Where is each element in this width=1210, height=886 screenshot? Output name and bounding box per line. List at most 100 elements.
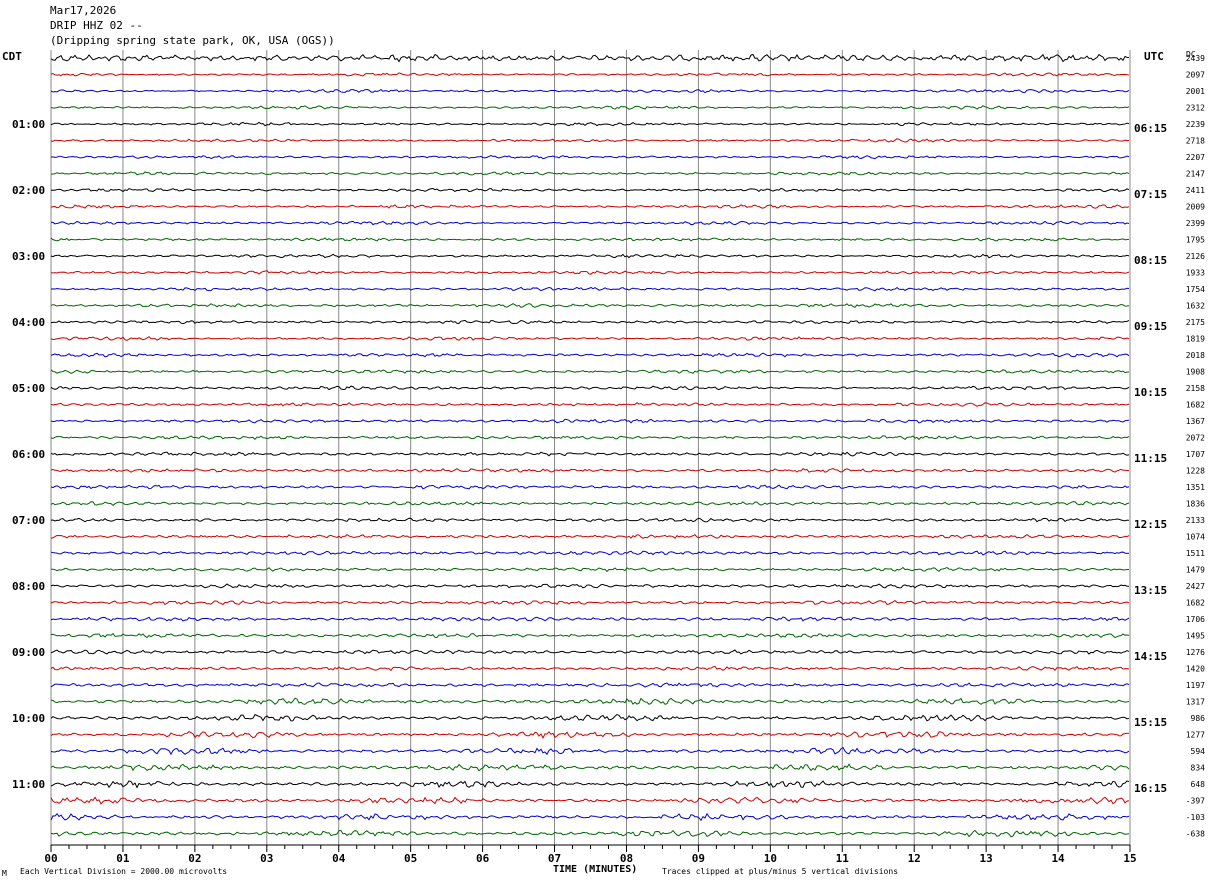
- dc-offset-label: 1197: [1186, 681, 1205, 690]
- dc-offset-label: 2411: [1186, 186, 1205, 195]
- trace-row: [50, 796, 1130, 805]
- dc-offset-label: 2126: [1186, 252, 1205, 261]
- footer-mark: M: [2, 869, 7, 878]
- x-tick-label: 08: [620, 852, 633, 865]
- cdt-hour-labels: 01:00 02:00 03:00 04:00 05:00 06:00 07:00 08:00…: [12, 118, 45, 791]
- x-tick-label: 01: [116, 852, 130, 865]
- dc-offset-label: 2312: [1186, 104, 1205, 113]
- dc-offset-label: 1632: [1186, 302, 1205, 311]
- trace-row: [50, 138, 1130, 143]
- dc-offset-label: 2718: [1186, 137, 1205, 146]
- dc-offset-label: 2158: [1186, 384, 1205, 393]
- dc-offset-label: 1495: [1186, 632, 1205, 641]
- trace-row: [50, 418, 1130, 424]
- clip-note: Traces clipped at plus/minus 5 vertical …: [662, 867, 899, 876]
- trace-row: [50, 599, 1130, 606]
- x-tick-label: 04: [332, 852, 346, 865]
- dc-offset-label: 1682: [1186, 599, 1205, 608]
- dc-offset-label: 1933: [1186, 269, 1205, 278]
- trace-row: [50, 467, 1130, 473]
- minute-gridlines: [50, 50, 1131, 845]
- dc-offset-labels: 2439 2097 2001 2312 2239 2718 2207 2147 2411 2009…: [1186, 54, 1205, 839]
- record-date: Mar17,2026: [50, 4, 117, 17]
- cdt-hour-label: 04:00: [12, 316, 45, 329]
- dc-offset-label: 1707: [1186, 450, 1205, 459]
- station-code: DRIP HHZ 02 --: [50, 19, 143, 32]
- dc-offset-label: 1682: [1186, 401, 1205, 410]
- trace-row: [50, 566, 1129, 573]
- x-tick-label: 07: [548, 852, 561, 865]
- trace-row: [50, 319, 1130, 325]
- trace-row: [50, 352, 1130, 358]
- cdt-hour-label: 01:00: [12, 118, 45, 131]
- trace-row: [50, 402, 1130, 407]
- trace-row: [50, 746, 1130, 756]
- dc-offset-label: 648: [1191, 780, 1206, 789]
- trace-row: [50, 53, 1130, 63]
- dc-offset-label: 1836: [1186, 500, 1205, 509]
- utc-hour-label: 15:15: [1134, 716, 1167, 729]
- trace-row: [50, 533, 1130, 539]
- x-tick-label: 14: [1051, 852, 1065, 865]
- utc-hour-label: 06:15: [1134, 122, 1167, 135]
- trace-row: [50, 336, 1130, 341]
- utc-hour-label: 08:15: [1134, 254, 1167, 267]
- dc-offset-label: 2001: [1186, 87, 1205, 96]
- utc-hour-label: 09:15: [1134, 320, 1167, 333]
- trace-row: [50, 385, 1130, 391]
- trace-row: [50, 484, 1130, 490]
- dc-offset-label: 1754: [1186, 285, 1205, 294]
- cdt-hour-label: 07:00: [12, 514, 45, 527]
- x-tick-label: 00: [44, 852, 57, 865]
- cdt-hour-label: 09:00: [12, 646, 45, 659]
- trace-row: [50, 517, 1130, 523]
- trace-row: [50, 665, 1130, 672]
- trace-row: [50, 204, 1130, 209]
- trace-row: [50, 780, 1130, 789]
- x-tick-label: 05: [404, 852, 417, 865]
- x-tick-label: 10: [764, 852, 777, 865]
- dc-offset-label: 2097: [1186, 71, 1205, 80]
- dc-offset-label: 1276: [1186, 648, 1205, 657]
- dc-offset-label: 2147: [1186, 170, 1205, 179]
- dc-offset-label: 1706: [1186, 615, 1205, 624]
- right-timezone-label: UTC: [1144, 50, 1164, 63]
- trace-row: [50, 220, 1130, 226]
- trace-row: [50, 501, 1130, 506]
- dc-offset-label: 1908: [1186, 368, 1205, 377]
- trace-row: [50, 237, 1130, 242]
- trace-row: [50, 583, 1130, 589]
- cdt-hour-label: 10:00: [12, 712, 45, 725]
- trace-row: [50, 303, 1130, 308]
- x-tick-label: 13: [980, 852, 993, 865]
- utc-hour-label: 12:15: [1134, 518, 1167, 531]
- utc-hour-labels: 06:15 07:15 08:15 09:15 10:15 11:15 12:15 13:15…: [1134, 122, 1167, 795]
- trace-row: [50, 435, 1130, 441]
- trace-row: [50, 187, 1130, 193]
- x-tick-label: 03: [260, 852, 273, 865]
- dc-offset-label: 834: [1191, 764, 1206, 773]
- cdt-hour-label: 05:00: [12, 382, 45, 395]
- trace-row: [50, 550, 1130, 556]
- x-tick-label: 09: [692, 852, 705, 865]
- dc-offset-label: 1351: [1186, 483, 1205, 492]
- trace-row: [50, 286, 1130, 292]
- trace-row: [50, 171, 1130, 176]
- dc-offset-label: 2072: [1186, 434, 1205, 443]
- dc-offset-label: 1819: [1186, 335, 1205, 344]
- x-tick-label: 11: [836, 852, 850, 865]
- cdt-hour-label: 11:00: [12, 778, 45, 791]
- x-tick-label: 06: [476, 852, 490, 865]
- utc-hour-label: 13:15: [1134, 584, 1167, 597]
- dc-offset-label: 1479: [1186, 566, 1205, 575]
- dc-offset-label: 2018: [1186, 351, 1205, 360]
- trace-row: [50, 697, 1130, 705]
- scale-note: Each Vertical Division = 2000.00 microvo…: [20, 867, 228, 876]
- trace-row: [50, 616, 1130, 622]
- dc-offset-label: 594: [1191, 747, 1206, 756]
- cdt-hour-label: 06:00: [12, 448, 45, 461]
- dc-offset-label: 2207: [1186, 153, 1205, 162]
- trace-row: [50, 763, 1130, 772]
- trace-row: [50, 451, 1130, 457]
